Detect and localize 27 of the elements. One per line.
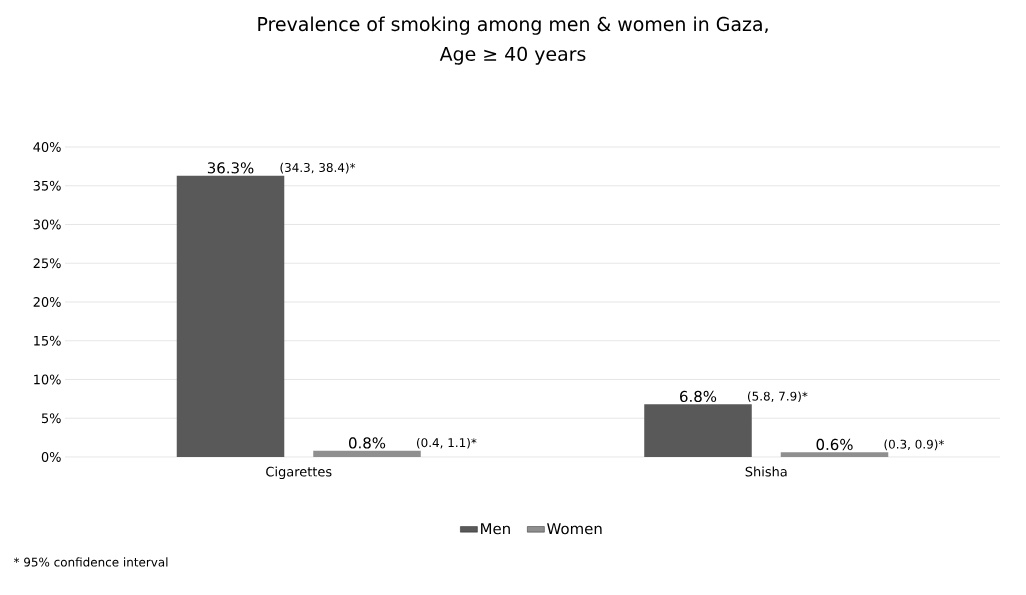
- x-tick-label: Cigarettes: [266, 466, 332, 480]
- text: * 95% confidence interval: [13, 557, 168, 567]
- y-tick-label: 25%: [33, 258, 61, 269]
- data-label: 0.8%: [349, 437, 386, 449]
- bar: [780, 452, 889, 457]
- annotation: (0.3, 0.9)*: [884, 439, 945, 451]
- data-label: 0.6%: [816, 438, 853, 451]
- y-tick-label: 30%: [33, 219, 61, 230]
- legend-label: Women: [547, 523, 602, 535]
- annotation: (0.4, 1.1)*: [417, 437, 477, 449]
- data-label: 36.3%: [207, 162, 254, 174]
- bar: [176, 175, 285, 457]
- y-tick-label: 10%: [34, 374, 61, 385]
- annotation: (5.8, 7.9)*: [747, 391, 808, 403]
- chart-title: Prevalence of smoking among men & women in Gaza, Age ≥ 40 years: [258, 16, 768, 65]
- y-tick-label: 0%: [41, 452, 61, 462]
- data-label: 6.8%: [680, 390, 717, 403]
- y-tick-label: 5%: [41, 413, 61, 424]
- bar: [644, 404, 752, 457]
- y-tick-label: 40%: [33, 142, 61, 152]
- y-tick-label: 35%: [33, 180, 61, 191]
- annotation: (34.3, 38.4)*: [280, 162, 356, 174]
- x-tick-label: Shisha: [745, 466, 787, 477]
- y-tick-label: 20%: [33, 297, 61, 307]
- bar: [313, 450, 421, 457]
- legend-label: Men: [481, 523, 510, 535]
- y-tick-label: 15%: [34, 335, 61, 346]
